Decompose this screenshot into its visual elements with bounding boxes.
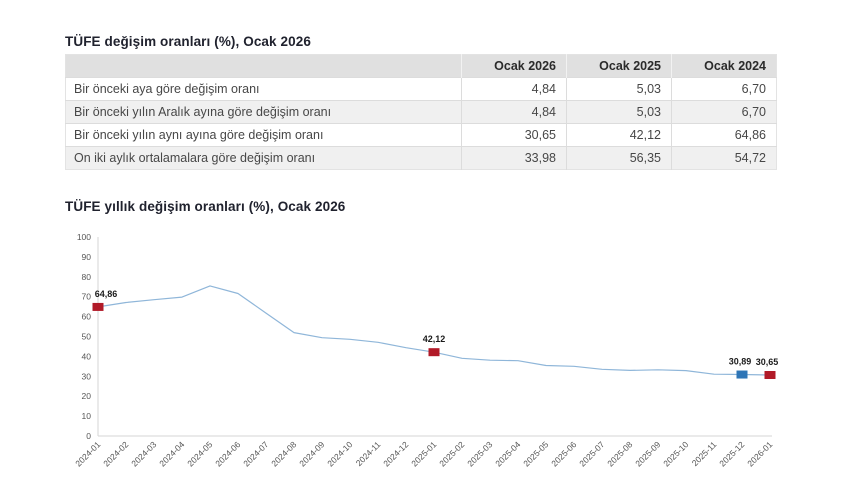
x-tick-label: 2025-01 bbox=[409, 439, 438, 468]
x-tick-label: 2025-11 bbox=[690, 439, 719, 468]
x-tick-label: 2024-05 bbox=[185, 439, 214, 468]
x-tick-label: 2025-08 bbox=[605, 439, 634, 468]
x-tick-label: 2024-10 bbox=[325, 439, 354, 468]
data-point-marker bbox=[736, 370, 748, 379]
x-tick-label: 2025-03 bbox=[465, 439, 494, 468]
row-value: 4,84 bbox=[461, 77, 567, 101]
row-value: 6,70 bbox=[671, 100, 777, 124]
data-point-marker bbox=[764, 371, 776, 380]
row-value: 5,03 bbox=[566, 100, 672, 124]
x-tick-label: 2025-09 bbox=[633, 439, 662, 468]
y-tick-label: 80 bbox=[82, 272, 92, 282]
table-title: TÜFE değişim oranları (%), Ocak 2026 bbox=[65, 34, 311, 49]
column-header-empty bbox=[65, 54, 462, 78]
data-point-marker bbox=[428, 348, 440, 357]
x-tick-label: 2024-06 bbox=[213, 439, 242, 468]
x-tick-label: 2025-04 bbox=[493, 439, 522, 468]
table-row: Bir önceki yılın Aralık ayına göre değiş… bbox=[65, 100, 777, 124]
annual-cpi-line-chart: 0 10 20 30 40 50 60 70 80 90 100 2024-01 2024-02 2024… bbox=[55, 228, 805, 502]
table-row: On iki aylık ortalamalara göre değişim o… bbox=[65, 146, 777, 170]
data-point-marker bbox=[92, 302, 104, 311]
y-tick-label: 100 bbox=[77, 232, 91, 242]
x-tick-label: 2024-07 bbox=[241, 439, 270, 468]
row-value: 6,70 bbox=[671, 77, 777, 101]
cpi-annual-series-line bbox=[97, 285, 771, 376]
x-tick-label: 2025-07 bbox=[577, 439, 606, 468]
x-tick-label: 2025-02 bbox=[437, 439, 466, 468]
data-point-label: 30,89 bbox=[729, 357, 752, 367]
x-tick-label: 2024-01 bbox=[73, 439, 102, 468]
line-chart-canvas: 01020304050607080901002024-012024-022024… bbox=[73, 232, 779, 468]
x-tick-label: 2025-12 bbox=[717, 439, 746, 468]
cpi-summary-table: Ocak 2026 Ocak 2025 Ocak 2024 Bir önceki a… bbox=[65, 54, 777, 170]
row-label: Bir önceki yılın aynı ayına göre değişim… bbox=[65, 123, 462, 147]
x-tick-label: 2026-01 bbox=[745, 439, 774, 468]
y-tick-label: 40 bbox=[82, 351, 92, 361]
row-value: 64,86 bbox=[671, 123, 777, 147]
x-tick-label: 2024-04 bbox=[157, 439, 186, 468]
x-tick-label: 2025-06 bbox=[549, 439, 578, 468]
row-value: 30,65 bbox=[461, 123, 567, 147]
y-tick-label: 0 bbox=[86, 431, 91, 441]
y-tick-label: 20 bbox=[82, 391, 92, 401]
chart-title: TÜFE yıllık değişim oranları (%), Ocak 2… bbox=[65, 199, 346, 214]
x-tick-label: 2024-02 bbox=[101, 439, 130, 468]
x-tick-label: 2024-12 bbox=[381, 439, 410, 468]
row-label: Bir önceki aya göre değişim oranı bbox=[65, 77, 462, 101]
column-header: Ocak 2024 bbox=[671, 54, 777, 78]
table-row: Bir önceki aya göre değişim oranı 4,84 5,0… bbox=[65, 77, 777, 101]
row-value: 33,98 bbox=[461, 146, 567, 170]
row-value: 5,03 bbox=[566, 77, 672, 101]
row-value: 4,84 bbox=[461, 100, 567, 124]
table-row: Bir önceki yılın aynı ayına göre değişim… bbox=[65, 123, 777, 147]
x-tick-label: 2025-05 bbox=[521, 439, 550, 468]
row-value: 56,35 bbox=[566, 146, 672, 170]
x-tick-label: 2024-03 bbox=[129, 439, 158, 468]
x-tick-label: 2024-09 bbox=[297, 439, 326, 468]
row-label: Bir önceki yılın Aralık ayına göre değiş… bbox=[65, 100, 462, 124]
y-tick-label: 60 bbox=[82, 312, 92, 322]
y-tick-label: 50 bbox=[82, 332, 92, 342]
y-tick-label: 70 bbox=[82, 292, 92, 302]
x-tick-label: 2025-10 bbox=[661, 439, 690, 468]
y-tick-label: 30 bbox=[82, 371, 92, 381]
row-value: 54,72 bbox=[671, 146, 777, 170]
row-value: 42,12 bbox=[566, 123, 672, 147]
data-point-label: 30,65 bbox=[756, 357, 779, 367]
x-tick-label: 2024-11 bbox=[354, 439, 383, 468]
column-header: Ocak 2025 bbox=[566, 54, 672, 78]
table-header-row: Ocak 2026 Ocak 2025 Ocak 2024 bbox=[65, 54, 777, 78]
y-tick-label: 10 bbox=[82, 411, 92, 421]
data-point-label: 64,86 bbox=[95, 289, 118, 299]
x-tick-label: 2024-08 bbox=[269, 439, 298, 468]
data-point-label: 42,12 bbox=[423, 334, 446, 344]
y-tick-label: 90 bbox=[82, 252, 92, 262]
column-header: Ocak 2026 bbox=[461, 54, 567, 78]
row-label: On iki aylık ortalamalara göre değişim o… bbox=[65, 146, 462, 170]
